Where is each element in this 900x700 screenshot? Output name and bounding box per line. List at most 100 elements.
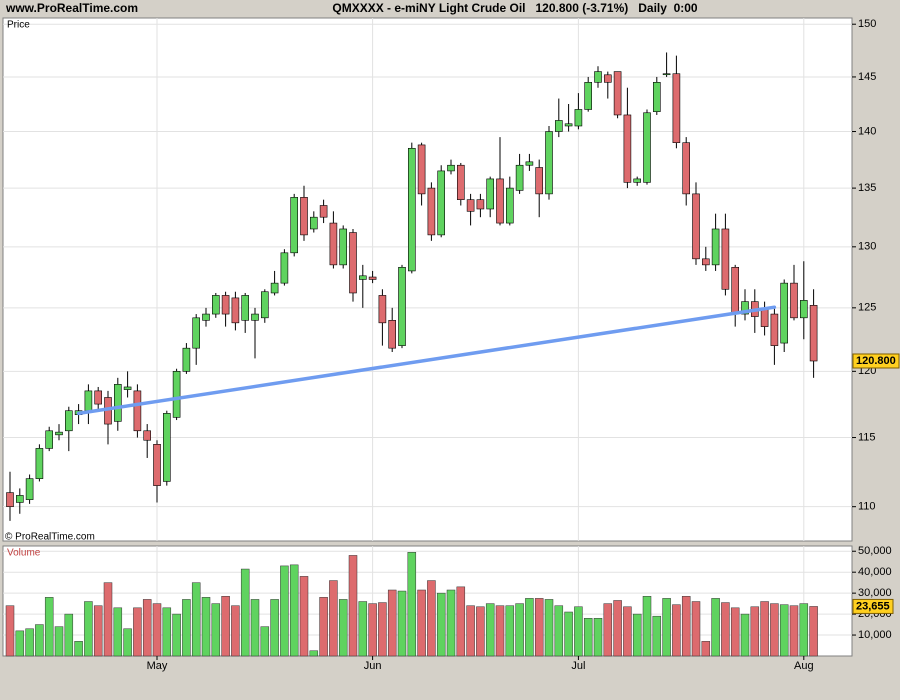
volume-bar xyxy=(740,613,750,657)
candle-body xyxy=(202,313,210,321)
candle-body xyxy=(731,266,740,315)
volume-bar xyxy=(632,613,642,657)
volume-bar xyxy=(182,599,191,657)
candle-body xyxy=(153,444,161,486)
candle-body xyxy=(682,142,691,195)
candle-body xyxy=(163,413,171,482)
candle-body xyxy=(388,320,397,349)
x-tick-label: Jun xyxy=(364,660,382,672)
candle-body xyxy=(427,187,436,236)
volume-bar xyxy=(74,641,83,657)
candle-body xyxy=(535,167,544,195)
volume-bar xyxy=(495,605,505,657)
candle-body xyxy=(339,228,348,266)
candle-body xyxy=(584,82,593,110)
candle-body xyxy=(662,73,671,76)
chart-title: QMXXXX - e-miNY Light Crude Oil 120.800 … xyxy=(332,1,698,15)
candle-body xyxy=(349,232,357,294)
price-panel xyxy=(2,17,853,542)
candle-body xyxy=(300,197,308,236)
x-tick-label: Aug xyxy=(794,660,814,672)
volume-bar xyxy=(652,615,662,657)
candle-body xyxy=(182,347,191,372)
volume-bar xyxy=(309,650,319,657)
candle-body xyxy=(711,228,720,266)
candle-body xyxy=(55,431,63,436)
candle-body xyxy=(721,228,730,290)
candle-body xyxy=(652,82,661,112)
candle-body xyxy=(6,492,14,507)
volume-bar xyxy=(348,555,358,657)
y-tick-label: 10,000 xyxy=(858,629,892,641)
candle-body xyxy=(358,275,367,280)
volume-bar xyxy=(338,599,348,657)
candle-body xyxy=(447,164,455,172)
volume-bar xyxy=(525,598,534,657)
candle-body xyxy=(476,199,485,210)
copyright: © ProRealTime.com xyxy=(5,532,95,543)
volume-bar xyxy=(672,604,681,657)
volume-bar xyxy=(662,598,671,657)
last-volume-box xyxy=(852,598,894,614)
volume-bar xyxy=(711,598,720,657)
candle-body xyxy=(780,282,789,344)
volume-bar xyxy=(407,552,417,657)
candle-body xyxy=(25,478,34,500)
candle-body xyxy=(437,170,446,236)
y-tick-label: 115 xyxy=(858,431,876,443)
candle-body xyxy=(603,74,612,83)
volume-bar xyxy=(15,630,25,657)
candle-body xyxy=(114,384,122,422)
candle-body xyxy=(133,390,142,432)
candle-body xyxy=(231,297,240,324)
candle-body xyxy=(65,410,73,432)
volume-bar xyxy=(730,607,740,657)
volume-bar xyxy=(329,580,338,657)
volume-bar xyxy=(574,606,583,657)
volume-bar xyxy=(476,606,485,657)
volume-bar xyxy=(201,597,211,657)
volume-bar xyxy=(358,601,368,657)
volume-bar xyxy=(299,576,309,657)
volume-bar xyxy=(93,605,103,657)
volume-bar xyxy=(466,605,475,657)
volume-bar xyxy=(789,605,799,657)
volume-bar xyxy=(554,605,564,657)
candle-body xyxy=(221,295,230,315)
volume-bar xyxy=(368,603,377,657)
x-tick-label: Jul xyxy=(571,660,585,672)
volume-bar xyxy=(35,624,44,657)
candle-body xyxy=(35,448,44,479)
volume-bar xyxy=(397,590,407,657)
candle-body xyxy=(280,252,289,284)
candle-body xyxy=(613,71,622,116)
candle-body xyxy=(329,222,338,266)
candle-body xyxy=(319,205,328,218)
candle-body xyxy=(192,317,200,349)
volume-bar xyxy=(544,599,554,657)
site: www.ProRealTime.com xyxy=(5,1,138,15)
y-tick-label: 145 xyxy=(858,71,876,83)
volume-bar xyxy=(485,603,495,657)
volume-bar xyxy=(603,603,613,657)
panel-label: Price xyxy=(7,20,30,31)
volume-bar xyxy=(564,611,573,657)
volume-bar xyxy=(505,605,515,657)
volume-bar xyxy=(44,597,54,657)
candle-body xyxy=(672,73,681,143)
volume-bar xyxy=(721,602,730,657)
volume-bar xyxy=(593,618,603,657)
y-tick-label: 125 xyxy=(858,302,876,314)
volume-bar xyxy=(162,607,172,657)
volume-bar xyxy=(103,582,113,657)
candle-body xyxy=(486,178,495,210)
volume-bar xyxy=(378,602,387,657)
candle-body xyxy=(398,266,406,346)
volume-bar xyxy=(701,641,711,657)
volume-bar xyxy=(613,600,622,657)
volume-bar xyxy=(5,605,15,657)
volume-bar xyxy=(583,618,593,657)
volume-bar xyxy=(123,628,132,657)
candle-body xyxy=(790,282,798,319)
candle-body xyxy=(172,371,181,418)
